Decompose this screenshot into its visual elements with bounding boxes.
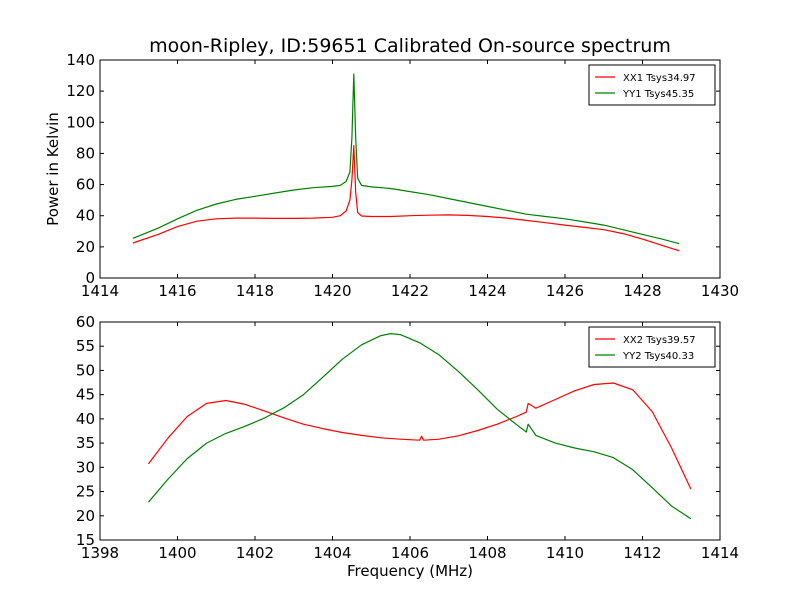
legend-box <box>588 326 716 368</box>
x-tick-label: 1414 <box>81 282 119 300</box>
chart-title: moon-Ripley, ID:59651 Calibrated On-sour… <box>149 35 671 57</box>
x-tick-label: 1400 <box>158 544 196 562</box>
legend-label: YY2 Tsys40.33 <box>622 351 694 362</box>
y-tick-label: 80 <box>76 144 95 162</box>
x-tick-label: 1426 <box>546 282 584 300</box>
x-tick-label: 1420 <box>313 282 351 300</box>
y-tick-label: 15 <box>76 531 95 549</box>
y-tick-label: 140 <box>66 51 95 69</box>
y-tick-label: 35 <box>76 434 95 452</box>
top-spectrum-panel: 1414 1416 1418 1420 1422 1424 1426 1428 1430 0 20 4… <box>44 51 739 300</box>
bottom-spectrum-panel: 1398 1400 1402 1404 1406 1408 1410 1412 1414 15 20… <box>76 313 739 580</box>
x-tick-label: 1430 <box>701 282 739 300</box>
x-tick-label: 1404 <box>313 544 351 562</box>
y-tick-label: 0 <box>85 269 95 287</box>
y-tick-label: 40 <box>76 410 95 428</box>
y-tick-label: 50 <box>76 361 95 379</box>
legend-box <box>588 64 716 106</box>
series-line-1-1 <box>132 73 680 245</box>
y-tick-label: 60 <box>76 176 95 194</box>
y-tick-label: 20 <box>76 507 95 525</box>
x-axis-label: Frequency (MHz) <box>347 562 473 580</box>
y-tick-label: 20 <box>76 238 95 256</box>
x-tick-label: 1422 <box>391 282 429 300</box>
series-line-2-1 <box>147 382 692 490</box>
x-tick-label: 1418 <box>236 282 274 300</box>
legend-label: XX1 Tsys34.97 <box>623 73 696 84</box>
y-tick-label: 100 <box>66 113 95 131</box>
series-line-2-2 <box>147 333 692 520</box>
legend-label: XX2 Tsys39.57 <box>623 335 696 346</box>
y-tick-label: 120 <box>66 82 95 100</box>
x-tick-label: 1410 <box>546 544 584 562</box>
y-tick-label: 60 <box>76 313 95 331</box>
x-tick-label: 1414 <box>701 544 739 562</box>
y-tick-label: 55 <box>76 337 95 355</box>
x-tick-label: 1428 <box>623 282 661 300</box>
y-tick-label: 40 <box>76 207 95 225</box>
x-tick-label: 1406 <box>391 544 429 562</box>
series-line-1-2 <box>132 145 680 252</box>
y-tick-label: 45 <box>76 386 95 404</box>
y-tick-label: 30 <box>76 458 95 476</box>
y-tick-label: 25 <box>76 483 95 501</box>
x-tick-label: 1408 <box>468 544 506 562</box>
legend-label: YY1 Tsys45.35 <box>622 89 694 100</box>
x-tick-label: 1416 <box>158 282 196 300</box>
x-tick-label: 1398 <box>81 544 119 562</box>
y-axis-label: Power in Kelvin <box>44 112 62 226</box>
x-tick-label: 1412 <box>623 544 661 562</box>
x-tick-label: 1402 <box>236 544 274 562</box>
x-tick-label: 1424 <box>468 282 506 300</box>
